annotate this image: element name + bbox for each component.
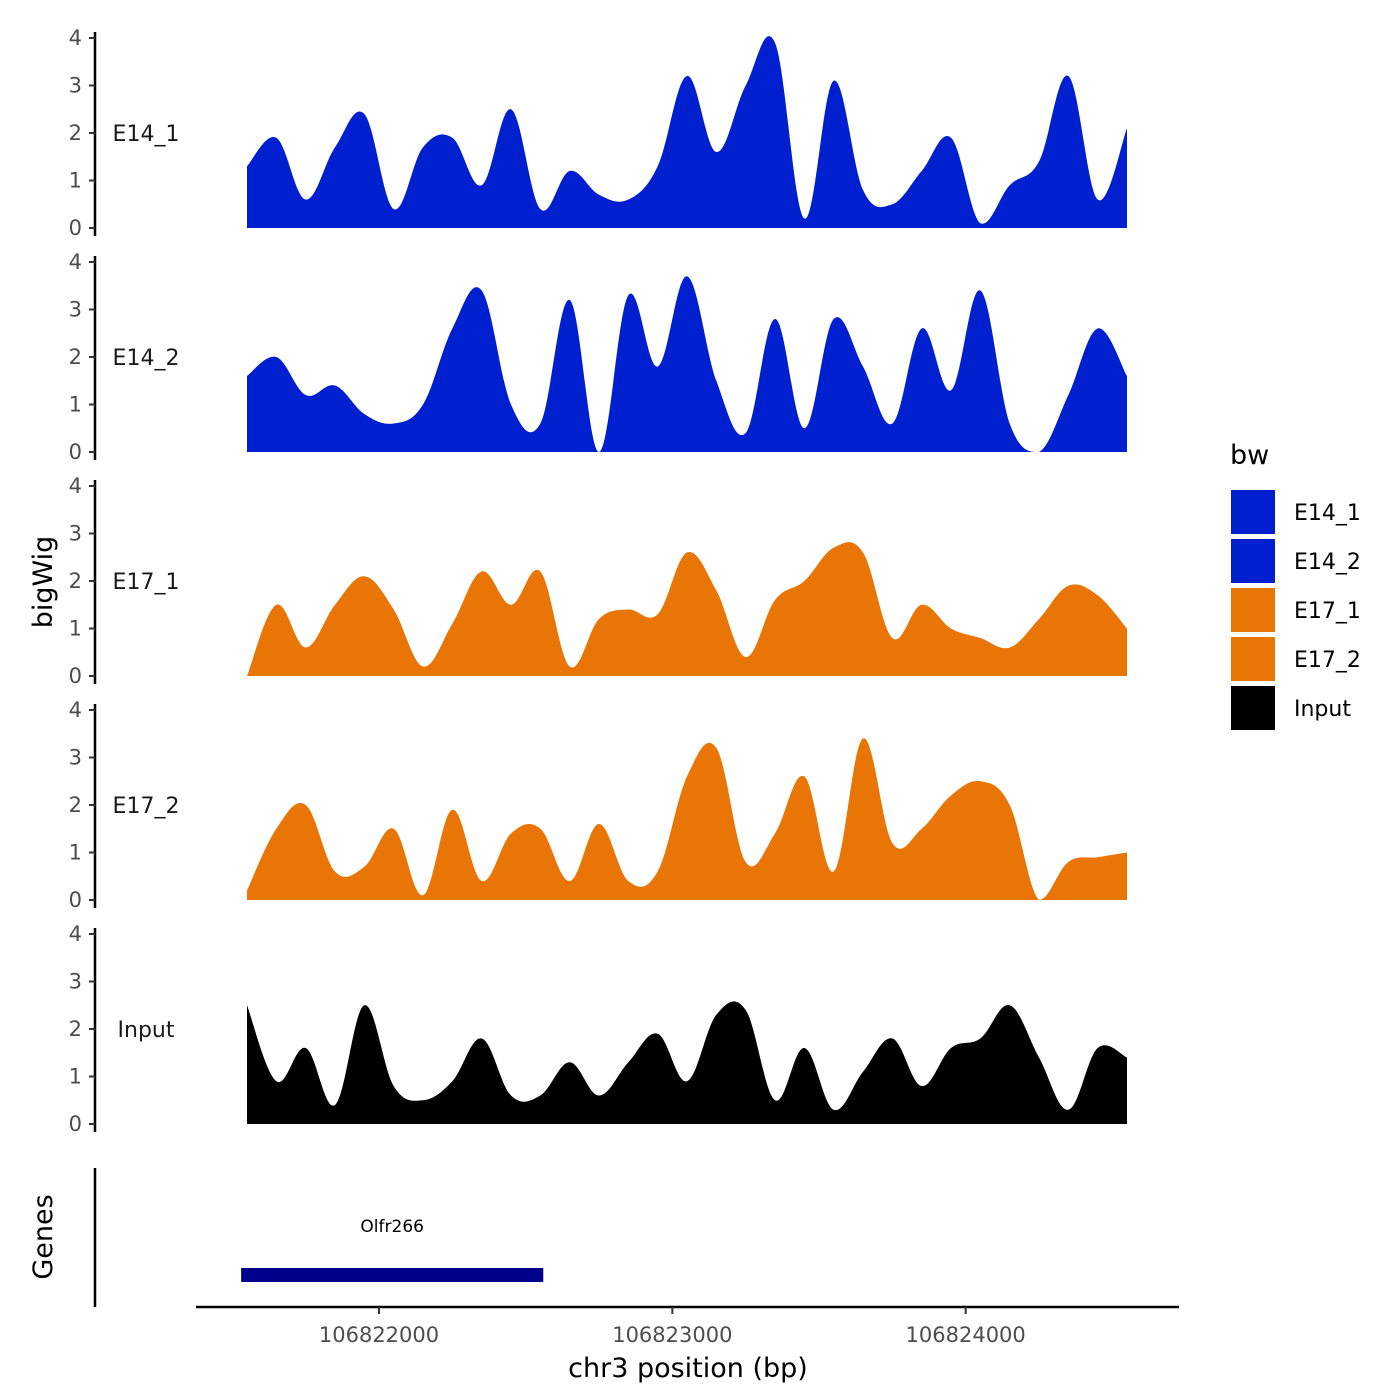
y-tick-label: 4 (69, 250, 82, 274)
track-label-E17_2: E17_2 (113, 794, 180, 819)
y-tick-label: 0 (69, 216, 82, 240)
legend-swatch-E17_2 (1231, 637, 1275, 681)
y-tick-label: 2 (69, 793, 82, 817)
y-tick-label: 1 (69, 841, 82, 865)
y-tick-label: 3 (69, 522, 82, 546)
y-tick-label: 2 (69, 345, 82, 369)
y-tick-label: 3 (69, 298, 82, 322)
gene-track: Genes Olfr266 (28, 1168, 544, 1307)
y-tick-label: 1 (69, 393, 82, 417)
track-Input: 0 1 2 3 4 Input (69, 922, 1127, 1136)
x-axis-title: chr3 position (bp) (568, 1353, 808, 1384)
y-tick-label: 3 (69, 970, 82, 994)
track-E17_2: 0 1 2 3 4 E17_2 (69, 698, 1127, 912)
y-tick-label: 1 (69, 617, 82, 641)
track-E14_2: 0 1 2 3 4 E14_2 (69, 250, 1127, 464)
y-tick-label: 1 (69, 1065, 82, 1089)
legend-label-E17_1: E17_1 (1294, 599, 1361, 624)
legend-label-E17_2: E17_2 (1294, 648, 1361, 673)
y-tick-label: 0 (69, 664, 82, 688)
y-tick-label: 3 (69, 746, 82, 770)
legend-swatch-E14_2 (1231, 539, 1275, 583)
area-E17_1 (247, 542, 1127, 676)
y-tick-label: 2 (69, 569, 82, 593)
track-E14_1: 0 1 2 3 4 E14_1 (69, 26, 1127, 240)
y-tick-label: 1 (69, 169, 82, 193)
y-tick-label: 2 (69, 1017, 82, 1041)
legend-label-Input: Input (1294, 697, 1351, 722)
track-E17_1: 0 1 2 3 4 E17_1 (69, 474, 1127, 688)
y-tick-label: 4 (69, 698, 82, 722)
bigwig-tracks: 0 1 2 3 4 E14_1 0 1 2 3 4 E14_2 0 1 2 3 4 E17_1 0 1 2 3 4 E17_2… (69, 26, 1127, 1136)
gene-track-label: Genes (28, 1194, 59, 1279)
y-axis-title-group: bigWig (28, 536, 59, 629)
area-E17_2 (247, 738, 1127, 900)
y-tick-label: 3 (69, 74, 82, 98)
y-tick-label: 0 (69, 1112, 82, 1136)
y-tick-label: 2 (69, 121, 82, 145)
x-tick-label: 106824000 (906, 1323, 1026, 1347)
track-label-E14_2: E14_2 (113, 346, 180, 371)
x-tick-label: 106822000 (319, 1323, 439, 1347)
track-label-E14_1: E14_1 (113, 122, 180, 147)
y-tick-label: 4 (69, 922, 82, 946)
legend-swatch-E17_1 (1231, 588, 1275, 632)
legend-swatch-E14_1 (1231, 490, 1275, 534)
area-Input (247, 1001, 1127, 1124)
gene-label-Olfr266: Olfr266 (360, 1217, 424, 1237)
x-tick-label: 106823000 (612, 1323, 732, 1347)
legend: bw E14_1 E14_2 E17_1 E17_2 Input (1230, 440, 1361, 730)
legend-label-E14_1: E14_1 (1294, 501, 1361, 526)
legend-title: bw (1230, 440, 1269, 471)
x-axis: chr3 position (bp) 106822000 106823000 106… (196, 1305, 1179, 1384)
track-label-Input: Input (118, 1018, 175, 1043)
gene-bar-Olfr266 (241, 1268, 544, 1282)
legend-swatch-Input (1231, 686, 1275, 730)
track-label-E17_1: E17_1 (113, 570, 180, 595)
area-E14_2 (247, 276, 1127, 452)
area-E14_1 (247, 36, 1127, 228)
y-tick-label: 0 (69, 440, 82, 464)
y-tick-label: 4 (69, 474, 82, 498)
legend-label-E14_2: E14_2 (1294, 550, 1361, 575)
y-axis-title: bigWig (28, 536, 59, 629)
y-tick-label: 4 (69, 26, 82, 50)
y-tick-label: 0 (69, 888, 82, 912)
